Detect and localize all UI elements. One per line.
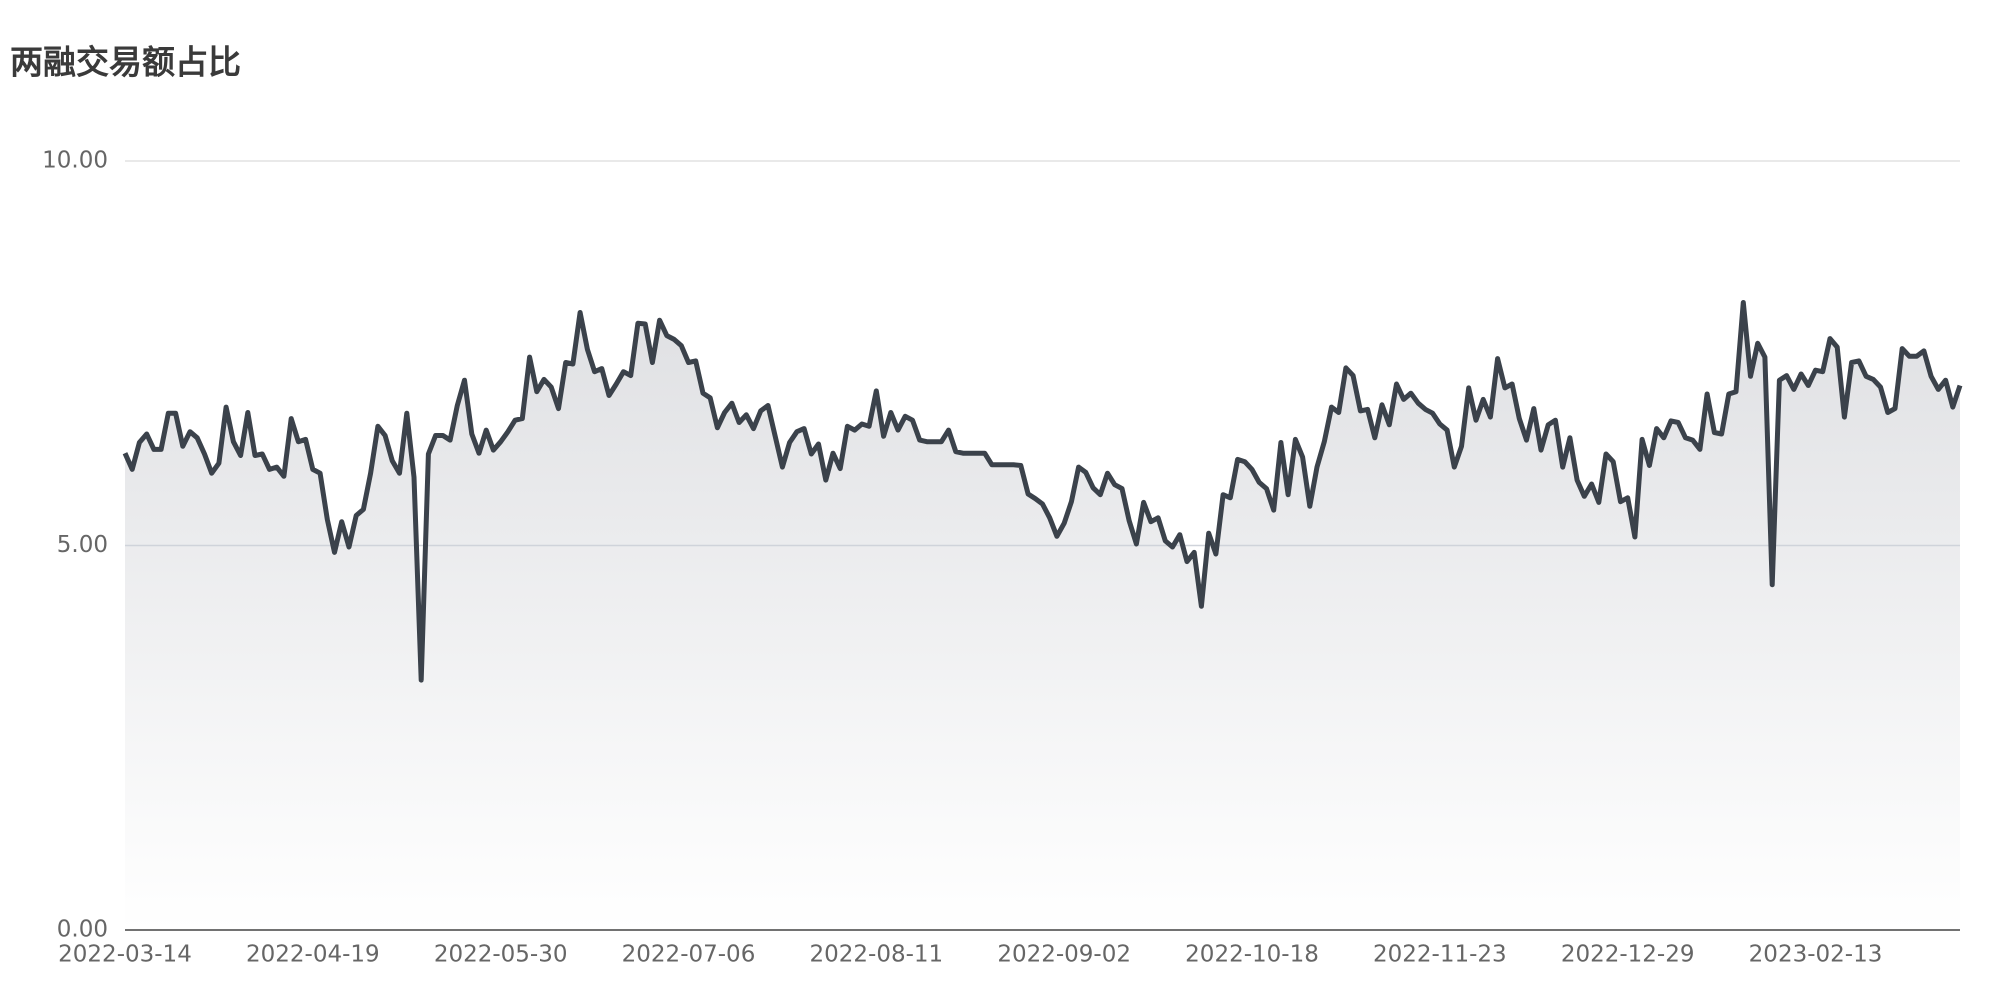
x-tick-label: 2022-03-14 [58, 942, 192, 968]
x-tick-label: 2022-10-18 [1185, 942, 1319, 968]
chart-title: 两融交易额占比 [10, 43, 241, 82]
line [122, 300, 1963, 683]
y-tick-label: 5.00 [57, 532, 108, 558]
x-tick-label: 2022-08-11 [810, 942, 944, 968]
y-tick-label: 10.00 [42, 148, 108, 174]
x-tick-label: 2022-09-02 [997, 942, 1131, 968]
x-tick-label: 2022-04-19 [246, 942, 380, 968]
x-tick-label: 2022-11-23 [1373, 942, 1507, 968]
x-tick-label: 2022-07-06 [622, 942, 756, 968]
x-tick-label: 2023-02-13 [1749, 942, 1883, 968]
y-tick-label: 0.00 [57, 917, 108, 943]
x-tick-label: 2022-12-29 [1561, 942, 1695, 968]
area-fill [125, 302, 1960, 930]
x-tick-label: 2022-05-30 [434, 942, 568, 968]
